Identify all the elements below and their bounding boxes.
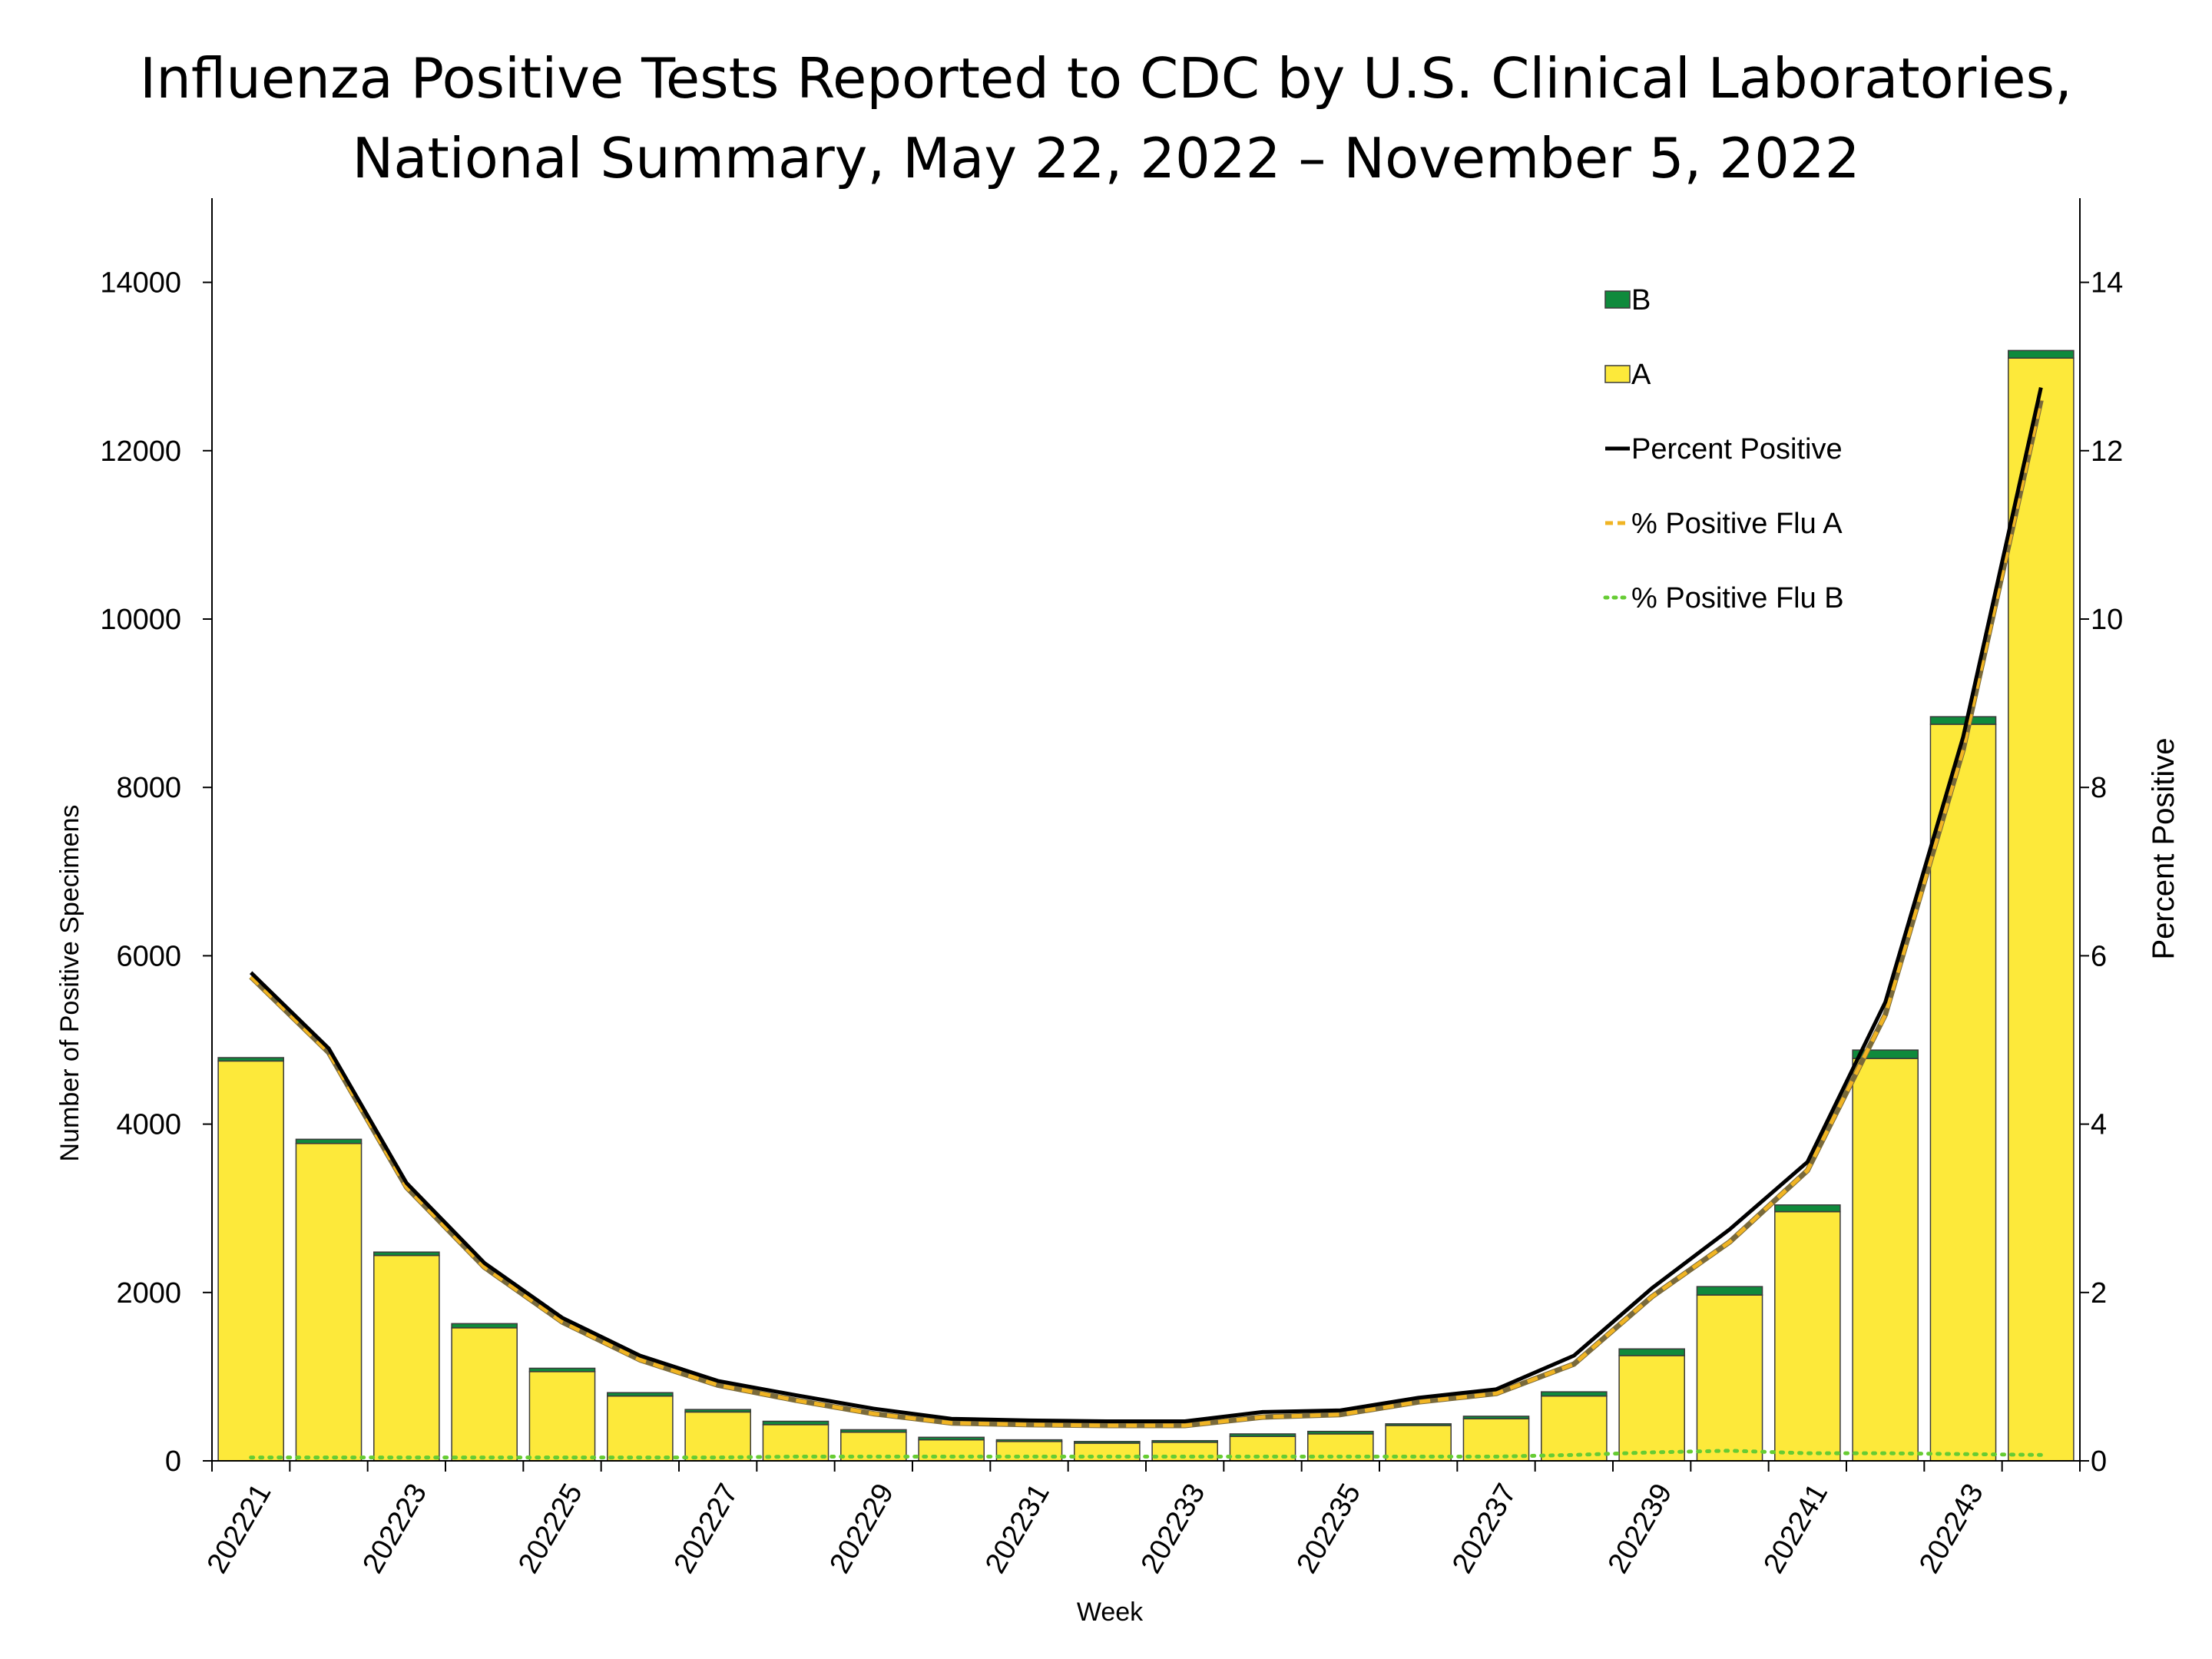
- bar-b-202232: [1074, 1441, 1141, 1444]
- x-tick-label-202239: 202239: [1602, 1479, 1679, 1579]
- bar-b-202240: [1696, 1286, 1763, 1296]
- y-tick-label-8000: 8000: [116, 772, 181, 804]
- bar-b-202231: [995, 1439, 1063, 1442]
- bars-layer: [217, 349, 2075, 1462]
- y-axis-title: Number of Positive Specimens: [55, 805, 84, 1162]
- y2-tick-label-2: 2: [2091, 1277, 2107, 1310]
- chart-title-line-1: Influenza Positive Tests Reported to CDC…: [140, 46, 2072, 111]
- bar-a-202223: [373, 1254, 440, 1462]
- bar-a-202225: [528, 1371, 596, 1462]
- bar-b-202225: [528, 1367, 596, 1373]
- bar-b-202233: [1151, 1439, 1218, 1443]
- bar-a-202241: [1774, 1210, 1841, 1462]
- x-tick-label-202235: 202235: [1290, 1479, 1367, 1579]
- y-tick-label-6000: 6000: [116, 940, 181, 972]
- x-tick-label-202225: 202225: [512, 1479, 589, 1579]
- legend-label-a: A: [1631, 359, 1651, 391]
- chart-title-line-2: National Summary, May 22, 2022 – Novembe…: [352, 126, 1860, 190]
- bar-a-202242: [1852, 1058, 1919, 1462]
- legend-label-positive-flu-a: % Positive Flu A: [1631, 508, 1843, 540]
- bar-a-202239: [1618, 1355, 1685, 1462]
- bar-b-202234: [1229, 1433, 1296, 1437]
- bar-b-202235: [1307, 1430, 1374, 1435]
- bar-b-202241: [1774, 1204, 1841, 1213]
- y-tick-label-0: 0: [165, 1445, 181, 1478]
- y2-tick-label-4: 4: [2091, 1109, 2107, 1141]
- y-tick-label-14000: 14000: [100, 267, 181, 300]
- x-tick-label-202229: 202229: [823, 1479, 900, 1579]
- legend-label-percent-positive: Percent Positive: [1631, 433, 1843, 465]
- y-tick-label-4000: 4000: [116, 1109, 181, 1141]
- bar-b-202242: [1852, 1049, 1919, 1059]
- y2-axis-title: Percent Positive: [2147, 737, 2181, 959]
- x-tick-label-202233: 202233: [1135, 1479, 1212, 1579]
- x-tick-label-202231: 202231: [979, 1479, 1056, 1579]
- legend-swatch-b: [1604, 290, 1631, 309]
- lines-layer: [249, 387, 2044, 1460]
- bar-b-202222: [295, 1138, 363, 1144]
- bar-b-202226: [607, 1392, 674, 1397]
- legend-label-positive-flu-b: % Positive Flu B: [1631, 582, 1844, 614]
- bar-a-202240: [1696, 1294, 1763, 1462]
- bar-a-202226: [607, 1395, 674, 1462]
- y2-tick-label-12: 12: [2091, 435, 2123, 468]
- bar-a-202244: [2008, 357, 2075, 1462]
- x-tick-label-202227: 202227: [668, 1479, 745, 1579]
- x-tick-label-202221: 202221: [201, 1479, 278, 1579]
- bar-b-202239: [1618, 1348, 1685, 1356]
- y-tick-label-10000: 10000: [100, 604, 181, 636]
- x-tick-label-202241: 202241: [1757, 1479, 1834, 1579]
- x-tick-label-202237: 202237: [1446, 1479, 1523, 1579]
- line-positive-flu-a: [249, 399, 2043, 1428]
- y2-tick-label-0: 0: [2091, 1445, 2107, 1478]
- bar-b-202238: [1541, 1391, 1608, 1397]
- bar-b-202228: [762, 1420, 830, 1426]
- bar-b-202244: [2008, 349, 2075, 359]
- line-percent-positive: [249, 387, 2043, 1423]
- y2-tick-label-8: 8: [2091, 772, 2107, 804]
- bar-b-202243: [1929, 716, 1997, 725]
- bar-b-202224: [451, 1323, 518, 1329]
- bar-b-202236: [1385, 1423, 1452, 1426]
- legend-swatch-a: [1604, 365, 1631, 383]
- line-positive-flu-a-outline: [249, 399, 2044, 1429]
- bar-b-202223: [373, 1251, 440, 1257]
- bar-b-202229: [840, 1429, 907, 1433]
- bar-a-202221: [217, 1060, 284, 1462]
- bar-a-202227: [684, 1411, 751, 1462]
- x-tick-label-202243: 202243: [1913, 1479, 1990, 1579]
- legend-label-b: B: [1631, 284, 1651, 316]
- chart-title: Influenza Positive Tests Reported to CDC…: [0, 38, 2212, 198]
- bar-a-202237: [1462, 1418, 1530, 1462]
- bar-a-202238: [1541, 1395, 1608, 1462]
- line-positive-flu-b: [249, 1449, 2043, 1460]
- bar-b-202221: [217, 1057, 284, 1062]
- y2-tick-label-10: 10: [2091, 604, 2123, 636]
- x-tick-label-202223: 202223: [356, 1479, 433, 1579]
- x-axis-title: Week: [1077, 1598, 1144, 1627]
- y-tick-label-12000: 12000: [100, 435, 181, 468]
- bar-b-202227: [684, 1409, 751, 1413]
- y2-tick-label-14: 14: [2091, 267, 2123, 300]
- bar-a-202222: [295, 1143, 363, 1462]
- y2-tick-label-6: 6: [2091, 940, 2107, 972]
- legend: B A Percent Positive % Positive Flu A % Posi…: [1603, 284, 1844, 614]
- bar-a-202224: [451, 1327, 518, 1462]
- bar-b-202230: [918, 1436, 985, 1441]
- y-tick-label-2000: 2000: [116, 1277, 181, 1310]
- bar-b-202237: [1462, 1416, 1530, 1419]
